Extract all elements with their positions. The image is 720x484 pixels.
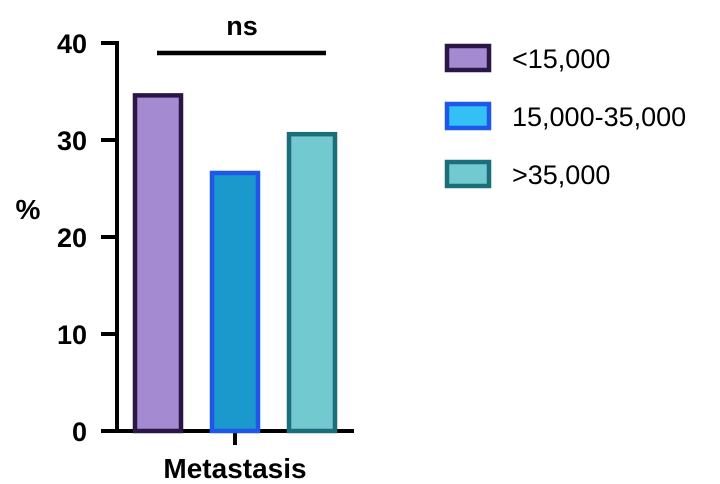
x-tick-label: Metastasis (163, 453, 306, 484)
legend-swatch (444, 43, 492, 73)
legend-label: >35,000 (512, 160, 610, 190)
chart-axes: 0 10 20 30 40% Metastasis (16, 29, 354, 484)
significance-annotation: ns (157, 11, 326, 56)
chart-legend: <15,000 15,000-35,000 >35,000 (444, 43, 686, 190)
y-tick-label: 20 (57, 223, 87, 253)
significance-label: ns (226, 11, 258, 41)
y-tick-label: 10 (57, 320, 87, 350)
bar (132, 93, 184, 434)
legend-label: <15,000 (512, 44, 610, 74)
bar (286, 131, 338, 434)
legend-swatch (444, 101, 492, 131)
legend-label: 15,000-35,000 (512, 102, 686, 132)
legend-swatch (444, 159, 492, 189)
y-tick-label: 0 (72, 417, 87, 447)
y-tick-label: 40 (57, 29, 87, 59)
bar (209, 170, 261, 434)
y-axis-label: % (16, 194, 41, 225)
y-tick-label: 30 (57, 126, 87, 156)
chart-bars (132, 93, 338, 434)
